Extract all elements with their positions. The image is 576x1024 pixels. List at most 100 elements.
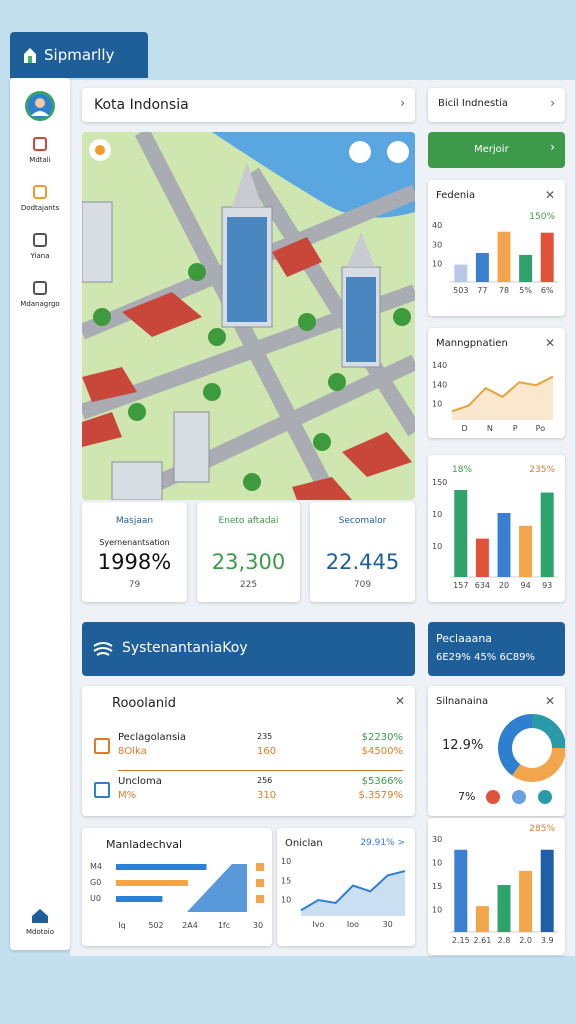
right-title: Bicil Indnestia — [438, 98, 509, 109]
x-label: 6% — [541, 286, 554, 295]
stat-note: 79 — [128, 580, 141, 590]
legend-dot — [538, 790, 552, 804]
list-title: Rooolanid — [112, 696, 176, 711]
stat-note: 225 — [239, 580, 258, 590]
nav-icon — [33, 185, 47, 199]
sidebar: Mdtali Dodtajants Yiana Mdanagrgo Mdotoio — [10, 78, 70, 950]
bar — [519, 254, 533, 282]
bar — [540, 232, 554, 282]
stat-value: 23,300 — [211, 550, 286, 574]
x-label: 502 — [148, 921, 163, 930]
x-label: 30 — [253, 921, 263, 930]
home-icon[interactable] — [31, 908, 49, 924]
card-title: Fedenia — [436, 190, 476, 201]
x-label: 634 — [475, 581, 490, 590]
nav-label[interactable]: Yiana — [30, 252, 50, 260]
row-c: $5366% — [361, 776, 403, 787]
x-label: 2.15 — [452, 936, 470, 945]
nav-label[interactable]: Dodtajants — [20, 204, 60, 212]
banner-title: SystenantaniaKoy — [122, 640, 248, 656]
x-label: 2A4 — [182, 921, 198, 930]
button[interactable]: Merjoir › — [428, 132, 565, 168]
area — [187, 864, 247, 912]
bar-label: G0 — [90, 878, 101, 887]
bar-chart: 30 10 15 10 2.15 2.61 2.8 2.0 3.9 — [432, 835, 558, 945]
row-b: 160 — [257, 746, 277, 757]
x-label: D — [462, 424, 468, 433]
y-label: 15 — [281, 876, 291, 885]
bar — [454, 264, 468, 282]
legend-dot — [486, 790, 500, 804]
row-name: Peclagolansia — [118, 732, 187, 743]
y-label: 10 — [432, 859, 442, 868]
row-icon — [94, 782, 110, 798]
marker — [256, 879, 264, 887]
bar — [519, 525, 533, 577]
card-title: Silnanaina — [436, 696, 489, 707]
nav-label[interactable]: Mdtali — [29, 156, 51, 164]
bar — [497, 231, 511, 282]
nav-label[interactable]: Mdanagrgo — [20, 300, 60, 308]
x-label: Ivo — [312, 920, 324, 929]
card-title: Manladechval — [106, 838, 183, 851]
right-banner: Peclaaana 6E29% 45% 6C89% — [428, 622, 565, 676]
bar-label: M4 — [90, 862, 102, 871]
badge: 285% — [529, 824, 555, 834]
stat-subtitle: Syernenantsation — [99, 538, 170, 547]
banner-icon — [93, 642, 113, 656]
button-label[interactable]: Merjoir — [474, 144, 509, 155]
row-a: 256 — [257, 776, 273, 785]
bar — [540, 849, 554, 932]
app-title: Sipmarlly — [44, 46, 115, 64]
x-label: 2.0 — [519, 936, 532, 945]
x-label: 20 — [499, 581, 509, 590]
bar-card: 285% 30 10 15 10 2.15 2.61 2.8 2.0 3.9 — [428, 818, 565, 955]
close-icon[interactable]: ✕ — [394, 694, 405, 708]
row-icon — [94, 738, 110, 754]
home-label[interactable]: Mdotoio — [25, 928, 55, 936]
search-title: Kota Indonsia — [94, 97, 189, 113]
marker — [256, 863, 264, 871]
marker — [256, 895, 264, 903]
hbar-card: Manladechval M4 G0 U0 Iq 502 2A4 1fc 30 — [82, 828, 272, 946]
bar — [540, 492, 554, 577]
search-bar[interactable]: Kota Indonsia › — [82, 88, 415, 122]
banner: SystenantaniaKoy — [82, 622, 415, 676]
bar — [475, 906, 489, 932]
row-d: $.3579% — [358, 790, 404, 801]
row-name: Uncloma — [118, 776, 162, 787]
bar — [116, 896, 163, 902]
nav-glyph — [33, 185, 47, 199]
stat-title: Masjaan — [115, 516, 154, 526]
right-search[interactable]: Bicil Indnestia › — [428, 88, 565, 122]
legend-dot — [512, 790, 526, 804]
stat-card: Secomalor 22.445 709 — [310, 502, 415, 602]
badge: 235% — [529, 465, 555, 475]
stat-value: 22.445 — [325, 550, 400, 574]
header-tab: Sipmarlly — [10, 32, 148, 78]
y-label: 10 — [281, 896, 291, 905]
x-label: 78 — [499, 286, 509, 295]
x-label: 2.8 — [498, 936, 511, 945]
banner-title: Peclaaana — [436, 632, 493, 645]
x-label: 157 — [453, 581, 468, 590]
card-title: Oniclan — [285, 838, 323, 849]
bar — [475, 538, 489, 577]
x-label: 3.9 — [541, 936, 554, 945]
x-label: 2.61 — [473, 936, 491, 945]
y-label: 10 — [432, 510, 442, 519]
nav-icon — [33, 281, 47, 295]
y-label: 10 — [281, 857, 291, 866]
y-label: 10 — [432, 906, 442, 915]
line — [300, 870, 406, 912]
donut-segment — [531, 714, 565, 749]
row-b: 310 — [257, 790, 277, 801]
area — [301, 871, 405, 916]
nav-glyph — [33, 233, 47, 247]
x-label: 5% — [519, 286, 532, 295]
stat-value: 1998% — [97, 550, 172, 574]
city-map — [82, 132, 415, 500]
bar-label: U0 — [90, 894, 101, 903]
donut-chart — [486, 714, 565, 804]
